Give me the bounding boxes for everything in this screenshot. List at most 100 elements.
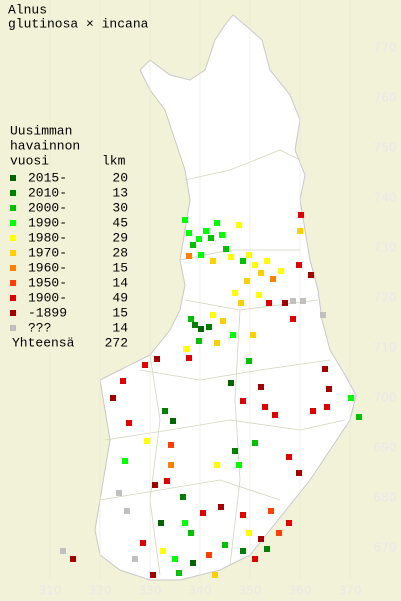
observation-square <box>272 412 278 418</box>
y-label: 690 <box>374 441 397 455</box>
observation-square <box>168 442 174 448</box>
x-label: 320 <box>89 584 112 598</box>
legend-marker <box>10 220 16 226</box>
observation-square <box>164 478 170 484</box>
legend-marker <box>10 235 16 241</box>
observation-square <box>176 570 182 576</box>
observation-square <box>168 462 174 468</box>
observation-square <box>70 556 76 562</box>
title-line: glutinosa × incana <box>8 16 149 31</box>
legend-count: 28 <box>112 245 128 260</box>
legend-label: 1960- <box>28 260 67 275</box>
observation-square <box>230 332 236 338</box>
observation-square <box>258 384 264 390</box>
observation-square <box>236 462 242 468</box>
observation-square <box>180 494 186 500</box>
observation-square <box>152 482 158 488</box>
legend-header: Uusimman <box>10 123 72 138</box>
legend-label: -1899 <box>28 305 67 320</box>
observation-square <box>162 408 168 414</box>
legend-label: 1990- <box>28 215 67 230</box>
observation-square <box>268 508 274 514</box>
observation-square <box>60 548 66 554</box>
legend-header: havainnon <box>10 138 80 153</box>
legend-label: 1970- <box>28 245 67 260</box>
y-label: 700 <box>374 391 397 405</box>
observation-square <box>348 395 354 401</box>
observation-square <box>120 378 126 384</box>
y-label: 710 <box>374 341 397 355</box>
observation-square <box>290 316 296 322</box>
observation-square <box>140 540 146 546</box>
observation-square <box>264 546 270 552</box>
grid <box>49 0 351 580</box>
legend-count: 14 <box>112 275 128 290</box>
y-label: 760 <box>374 91 397 105</box>
y-label: 770 <box>374 41 397 55</box>
observation-square <box>223 246 229 252</box>
observation-square <box>256 292 262 298</box>
observation-square <box>186 230 192 236</box>
x-label: 360 <box>289 584 312 598</box>
observation-square <box>240 548 246 554</box>
legend-total-label: Yhteensä <box>12 335 75 350</box>
observation-square <box>214 220 220 226</box>
observation-square <box>298 212 304 218</box>
observation-square <box>214 462 220 468</box>
legend-marker <box>10 205 16 211</box>
x-label: 370 <box>339 584 362 598</box>
x-label: 330 <box>139 584 162 598</box>
observation-square <box>142 362 148 368</box>
observation-square <box>258 536 264 542</box>
y-label: 720 <box>374 291 397 305</box>
observation-square <box>252 556 258 562</box>
observation-square <box>250 332 256 338</box>
y-label: 730 <box>374 241 397 255</box>
observation-square <box>172 556 178 562</box>
observation-square <box>212 572 218 578</box>
observation-square <box>244 278 250 284</box>
observation-square <box>246 252 252 258</box>
observation-square <box>252 262 258 268</box>
legend-count: 14 <box>112 320 128 335</box>
observation-square <box>210 312 216 318</box>
legend-marker <box>10 250 16 256</box>
observation-square <box>188 316 194 322</box>
observation-square <box>278 268 284 274</box>
observation-square <box>262 404 268 410</box>
observation-square <box>320 312 326 318</box>
observation-square <box>240 512 246 518</box>
observation-square <box>210 258 216 264</box>
observation-square <box>190 242 196 248</box>
observation-square <box>232 290 238 296</box>
legend-label: 1950- <box>28 275 67 290</box>
observation-square <box>270 276 276 282</box>
observation-square <box>236 222 242 228</box>
legend-marker <box>10 295 16 301</box>
observation-square <box>264 258 270 264</box>
legend-marker <box>10 325 16 331</box>
observation-square <box>276 530 282 536</box>
observation-square <box>154 356 160 362</box>
legend-header: vuosi <box>10 153 49 168</box>
observation-square <box>214 340 220 346</box>
observation-square <box>258 270 264 276</box>
x-label: 340 <box>189 584 212 598</box>
observation-square <box>220 318 226 324</box>
title-line: Alnus <box>8 2 47 17</box>
observation-square <box>308 272 314 278</box>
observation-square <box>219 232 225 238</box>
legend-marker <box>10 280 16 286</box>
observation-square <box>286 454 292 460</box>
observation-square <box>232 448 238 454</box>
observation-square <box>222 542 228 548</box>
observation-square <box>192 322 198 328</box>
observation-square <box>150 572 156 578</box>
y-label: 740 <box>374 191 397 205</box>
observation-square <box>132 556 138 562</box>
legend-count: 15 <box>112 260 128 275</box>
legend-marker <box>10 190 16 196</box>
observation-square <box>356 414 362 420</box>
legend-label: 2015- <box>28 170 67 185</box>
observation-square <box>190 560 196 566</box>
